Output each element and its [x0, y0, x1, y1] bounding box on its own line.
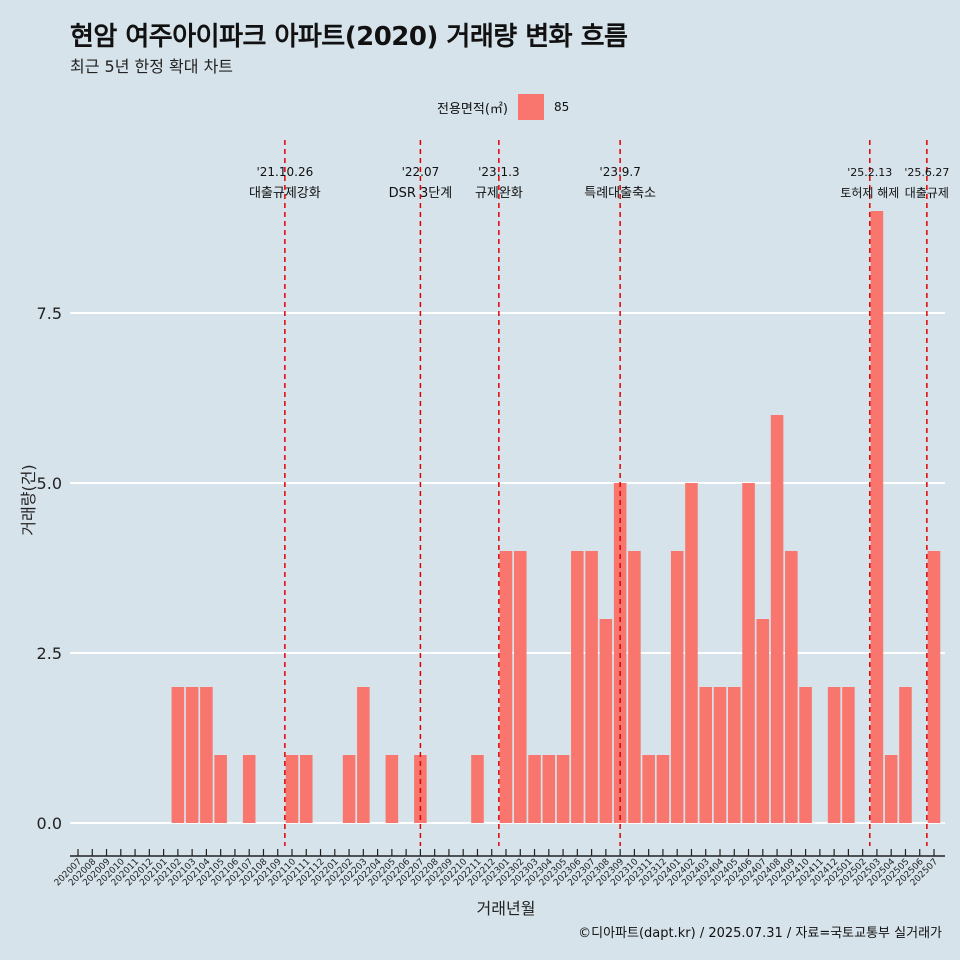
chart-title: 현암 여주아이파크 아파트(2020) 거래량 변화 흐름 [70, 22, 628, 52]
bar [242, 755, 256, 823]
y-tick-label: 7.5 [37, 304, 62, 323]
legend-title: 전용면적(㎡) [437, 101, 508, 117]
bar [342, 755, 356, 823]
bar [670, 551, 684, 823]
x-axis-title: 거래년월 [477, 899, 536, 918]
bar [656, 755, 670, 823]
event-name-label: 토허제 해제 [840, 186, 899, 200]
bar [385, 755, 399, 823]
event-name-label: 대출규제 [905, 186, 949, 200]
source-caption: ©디아파트(dapt.kr) / 2025.07.31 / 자료=국토교통부 실… [578, 926, 942, 941]
bar [599, 619, 613, 823]
bar [513, 551, 527, 823]
bar [571, 551, 584, 823]
bar [899, 687, 912, 823]
bar [171, 687, 185, 823]
bar [556, 755, 570, 823]
bar [642, 755, 655, 823]
bar [185, 687, 199, 823]
bar [884, 755, 898, 823]
bar [299, 755, 313, 823]
legend-item-label: 85 [553, 100, 570, 114]
bar [713, 687, 727, 823]
bar [285, 755, 299, 823]
event-date-label: '25.6.27 [904, 166, 949, 179]
event-annotations: '21.10.26 대출규제강화 '22.07 DSR 3단계 '23.1.3 규제완화 '… [249, 140, 949, 846]
bar [585, 551, 598, 823]
event-date-label: '21.10.26 [256, 165, 313, 179]
y-tick-label: 0.0 [37, 814, 62, 833]
bar [699, 687, 713, 823]
event-date-label: '23.1.3 [478, 165, 519, 179]
legend: 전용면적(㎡) 85 [437, 94, 569, 120]
axes: 0.02.55.07.52020072020082020092020102020… [19, 304, 945, 918]
event-date-label: '23.9.7 [599, 165, 640, 179]
event-name-label: 특례대출축소 [584, 186, 656, 201]
chart-subtitle: 최근 5년 한정 확대 차트 [70, 57, 234, 76]
bar [770, 415, 784, 823]
bar [471, 755, 484, 823]
y-tick-label: 5.0 [37, 474, 62, 493]
bar [742, 483, 755, 823]
bar [870, 211, 884, 823]
event-name-label: DSR 3단계 [389, 186, 453, 201]
bar [727, 687, 741, 823]
legend-swatch [517, 94, 544, 120]
event-name-label: 규제완화 [475, 186, 523, 201]
bar [628, 551, 641, 823]
bar [799, 687, 812, 823]
bar [927, 551, 941, 823]
event-date-label: '22.07 [402, 165, 440, 179]
bars [171, 211, 941, 823]
event-date-label: '25.2.13 [847, 166, 892, 179]
bar [756, 619, 770, 823]
bar [214, 755, 227, 823]
bar [357, 687, 370, 823]
bar [499, 551, 513, 823]
bar [842, 687, 855, 823]
event-name-label: 대출규제강화 [249, 186, 321, 201]
y-tick-label: 2.5 [37, 644, 62, 663]
bar [528, 755, 541, 823]
bar [685, 483, 698, 823]
bar [542, 755, 556, 823]
y-axis-title: 거래량(건) [19, 464, 38, 535]
bar [200, 687, 213, 823]
bar [785, 551, 798, 823]
bar [827, 687, 841, 823]
